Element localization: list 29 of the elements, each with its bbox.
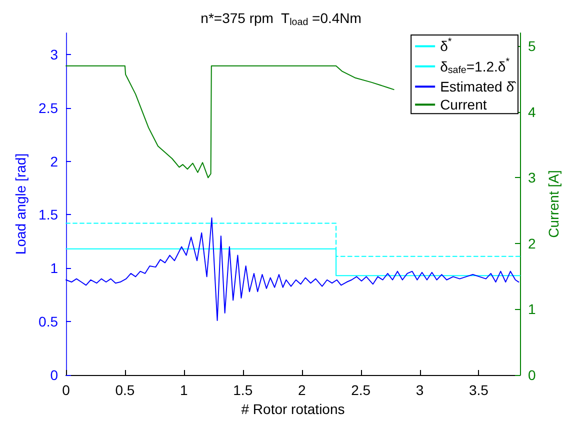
line-series <box>66 65 394 178</box>
y2-axis-title: Current [A] <box>546 170 562 238</box>
y2-tick-label: 3 <box>528 170 536 186</box>
y-tick-label: 1 <box>50 260 58 276</box>
x-tick-label: 3 <box>416 382 424 398</box>
y-tick-label: 2.5 <box>38 100 58 116</box>
x-tick-label: 1.5 <box>233 382 253 398</box>
line-series <box>66 217 520 321</box>
x-axis-title: # Rotor rotations <box>241 400 345 417</box>
x-tick-label: 0 <box>62 382 70 398</box>
x-tick-label: 2 <box>298 382 306 398</box>
y2-tick-label: 1 <box>528 301 536 318</box>
x-tick-label: 3.5 <box>468 382 489 398</box>
y-axis-title: Load angle [rad] <box>12 153 29 255</box>
y2-tick-label: 0 <box>528 367 536 383</box>
legend-label: Current <box>440 96 487 113</box>
legend-label: δ* <box>440 36 452 54</box>
legend-label: Estimated δ̂ <box>440 78 517 95</box>
y2-tick-label: 4 <box>528 104 536 120</box>
y-tick-label: 3 <box>50 46 58 62</box>
x-tick-label: 0.5 <box>115 382 135 398</box>
y2-tick-label: 2 <box>528 235 536 252</box>
y-tick-label: 2 <box>50 153 58 170</box>
y-tick-label: 0 <box>50 367 58 383</box>
y2-tick-label: 5 <box>528 38 536 54</box>
y-tick-label: 0.5 <box>38 314 58 330</box>
y-tick-label: 1.5 <box>38 206 58 223</box>
x-tick-label: 1 <box>180 382 188 398</box>
x-tick-label: 2.5 <box>351 382 371 398</box>
